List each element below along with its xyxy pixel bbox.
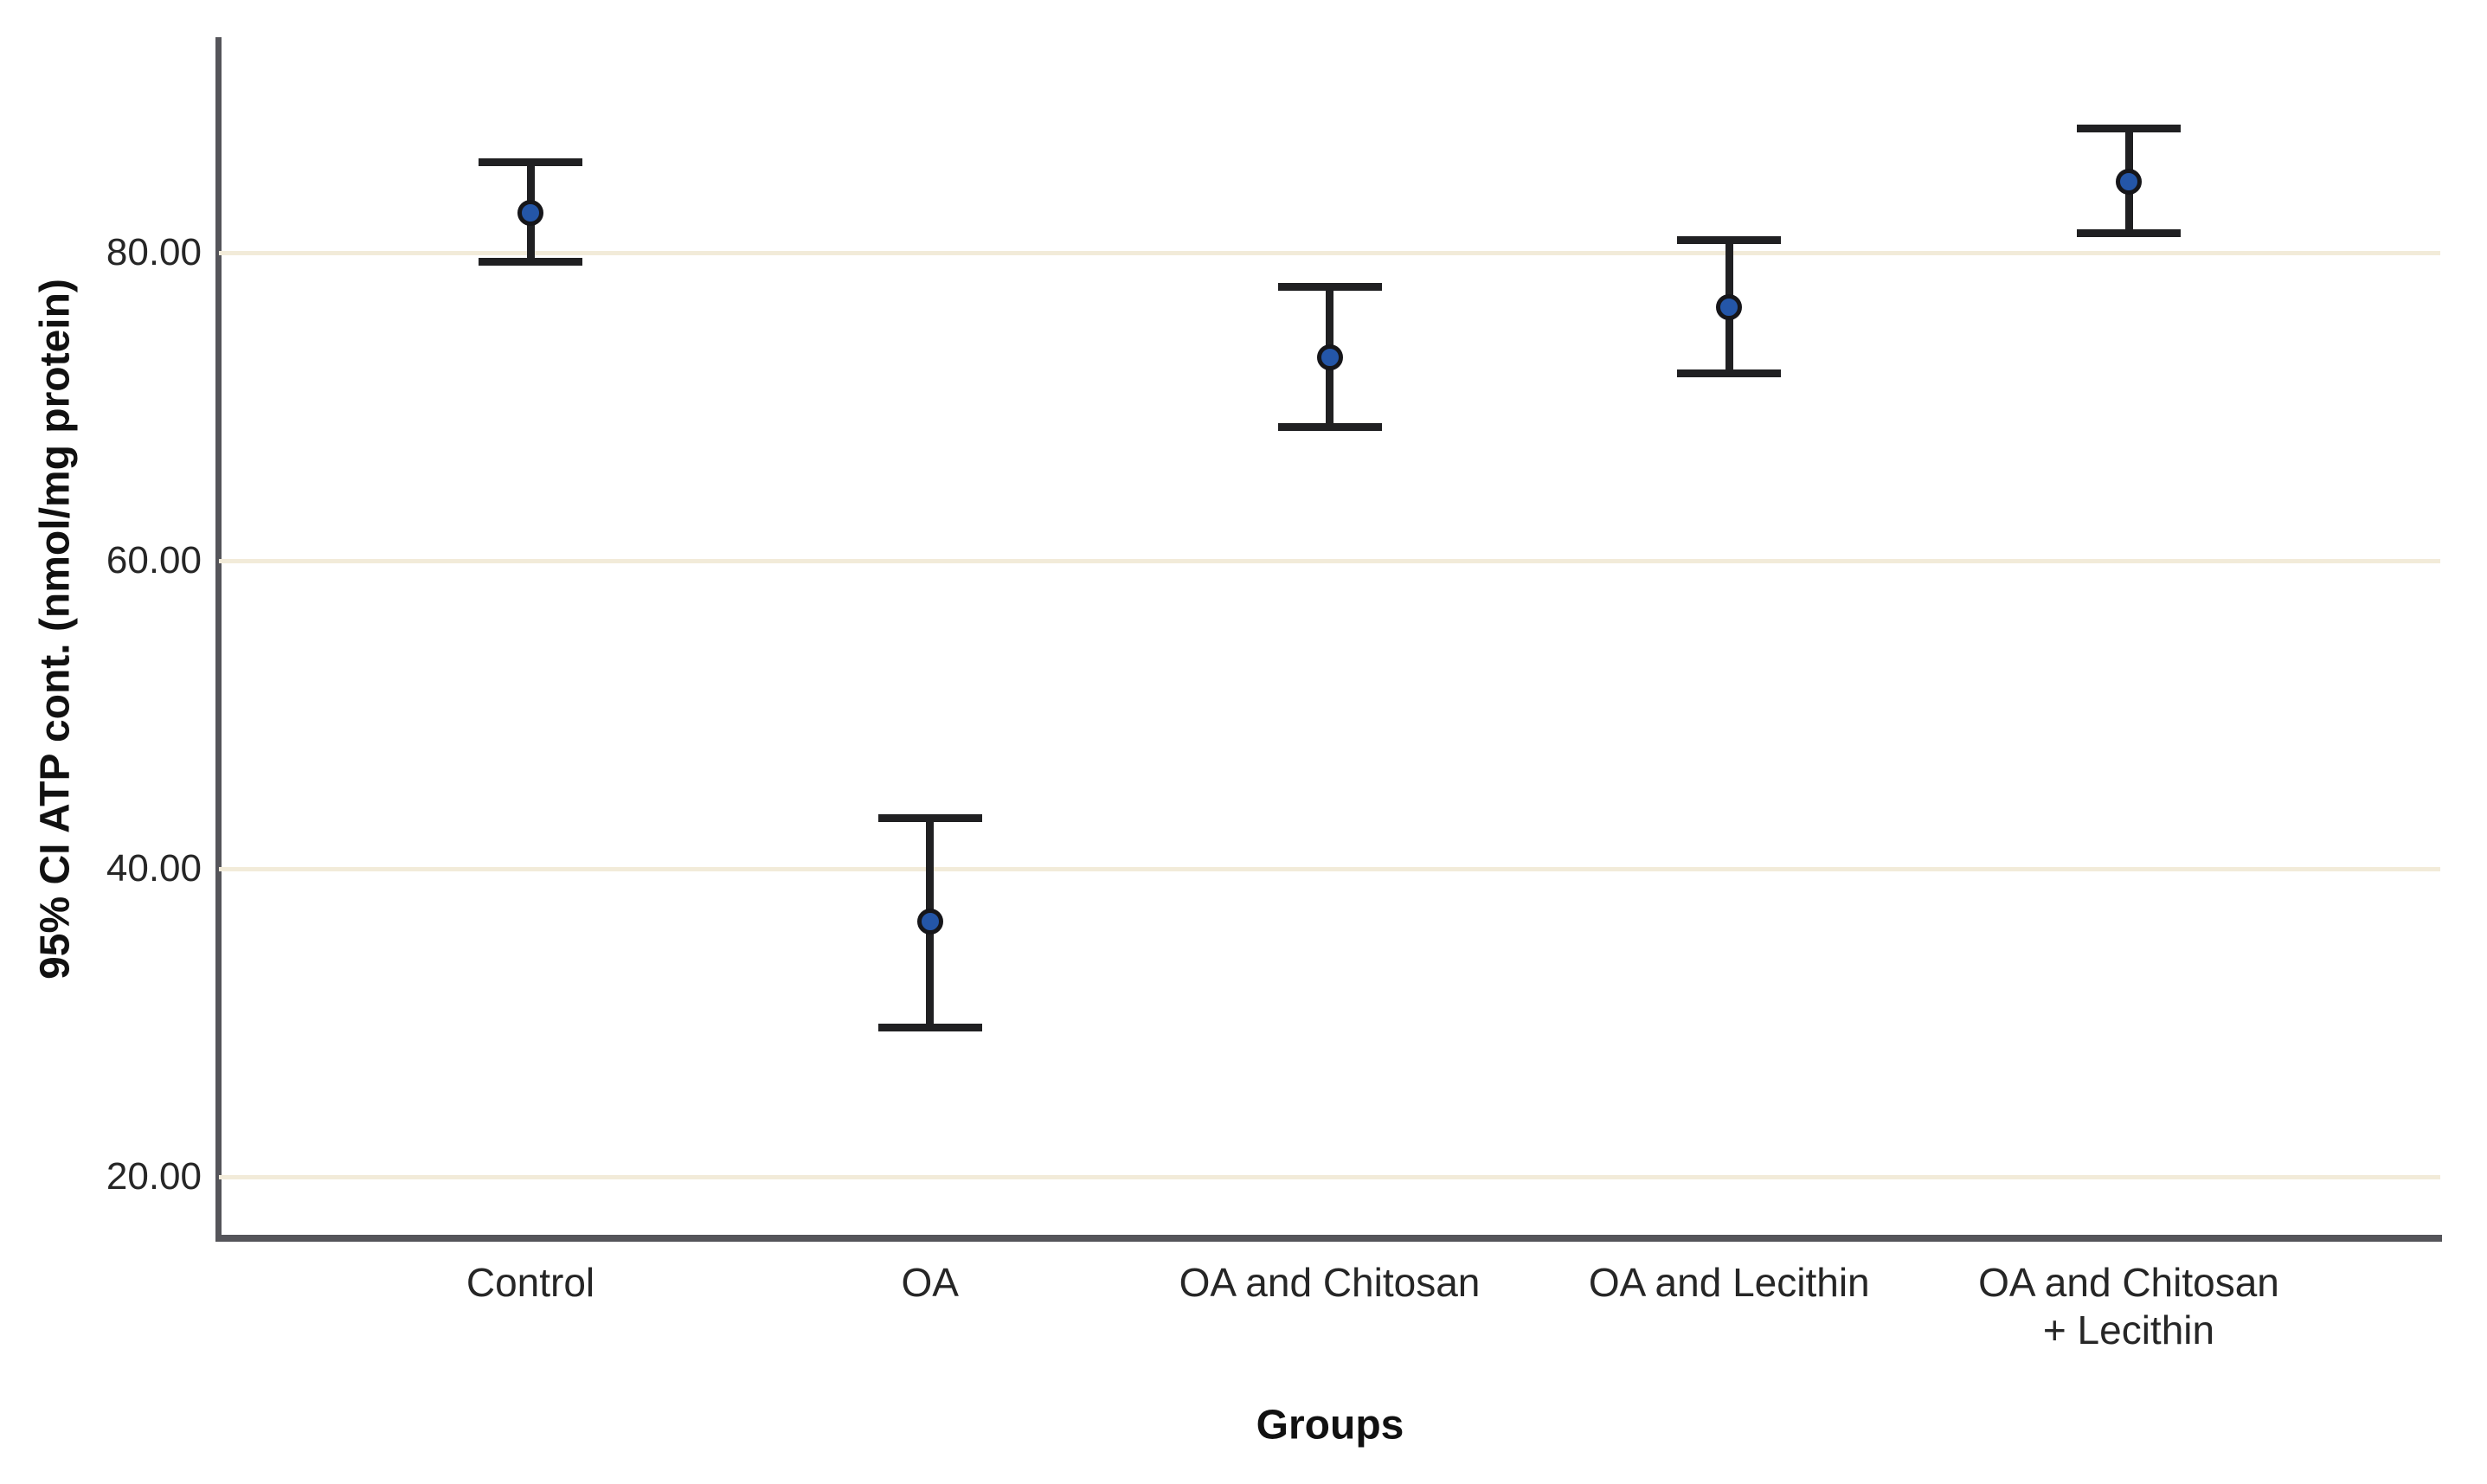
gridline-y-80: [219, 250, 2440, 255]
error-bar-cap-top: [877, 813, 982, 822]
mean-marker: [1716, 293, 1743, 320]
error-bar-cap-top: [1677, 236, 1782, 245]
category-label-line: OA: [901, 1260, 959, 1305]
x-axis-title: Groups: [1256, 1402, 1404, 1449]
category-label: OA: [688, 1259, 1173, 1307]
error-bar-cap-bottom: [2077, 228, 2181, 237]
gridline-y-40: [219, 866, 2440, 871]
mean-marker: [517, 199, 543, 226]
y-tick-label: 80.00: [106, 231, 202, 274]
gridline-y-20: [219, 1174, 2440, 1179]
error-bar-cap-top: [2077, 124, 2181, 132]
gridline-y-60: [219, 558, 2440, 563]
y-axis-line: [215, 37, 222, 1242]
mean-marker: [1316, 344, 1343, 371]
category-label: OA and Chitosan: [1088, 1259, 1572, 1307]
error-bar-cap-bottom: [1677, 369, 1782, 377]
error-bar-cap-bottom: [479, 258, 582, 267]
error-bar-cap-top: [1277, 282, 1382, 291]
mean-marker: [2116, 169, 2142, 196]
category-label-line: OA and Chitosan: [1179, 1260, 1481, 1305]
category-label-line: OA and Chitosan: [1978, 1260, 2279, 1305]
y-tick-label: 40.00: [106, 847, 202, 890]
category-label: OA and Chitosan + Lecithin: [1886, 1259, 2371, 1354]
error-bar-cap-top: [479, 157, 582, 166]
x-axis-line: [215, 1235, 2442, 1242]
category-label-line: Control: [466, 1260, 595, 1305]
mean-marker: [916, 908, 943, 935]
category-label: OA and Lecithin: [1487, 1259, 1971, 1307]
category-label: Control: [288, 1259, 773, 1307]
error-bar-cap-bottom: [877, 1024, 982, 1032]
category-label-line: + Lecithin: [2042, 1307, 2215, 1352]
y-tick-label: 60.00: [106, 539, 202, 582]
error-bar-cap-bottom: [1277, 422, 1382, 431]
category-label-line: OA and Lecithin: [1588, 1260, 1870, 1305]
y-tick-label: 20.00: [106, 1155, 202, 1198]
